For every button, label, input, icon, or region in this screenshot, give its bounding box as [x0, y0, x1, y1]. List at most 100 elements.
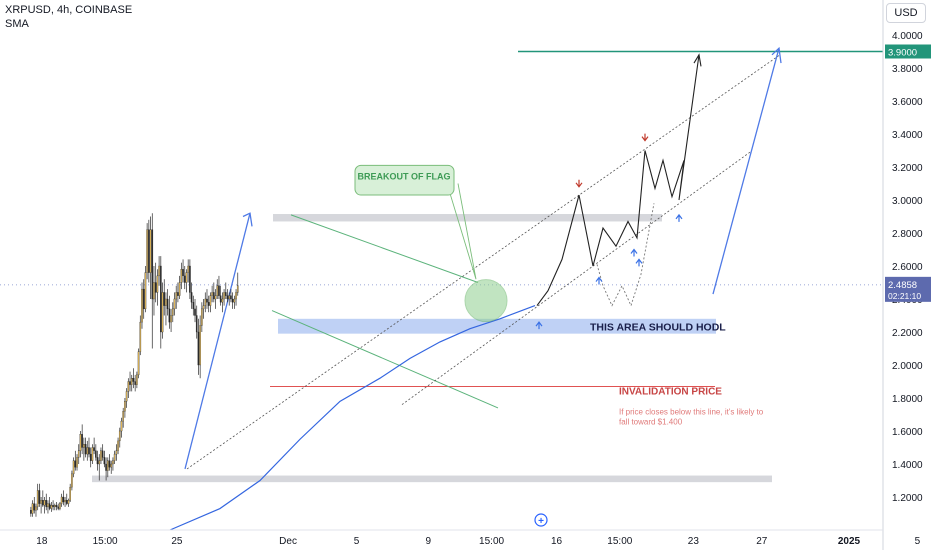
- current-price-tag: [885, 276, 931, 302]
- candle-body: [149, 229, 152, 273]
- blue-arrow-4: [675, 213, 683, 222]
- candle-body: [88, 447, 90, 455]
- candle-body: [91, 447, 94, 461]
- y-axis-background: [883, 0, 932, 550]
- candle-body: [165, 298, 167, 306]
- candle-body: [33, 503, 36, 511]
- add-button-plus[interactable]: +: [538, 516, 544, 527]
- candle-body: [38, 490, 41, 504]
- candle-body: [93, 447, 95, 451]
- candle-body: [96, 457, 99, 465]
- candle-body: [142, 288, 145, 310]
- indicator-label: SMA: [5, 18, 29, 30]
- y-tick-label: 1.4000: [892, 460, 923, 471]
- candle-body: [206, 298, 208, 303]
- y-tick-label: 1.6000: [892, 427, 923, 438]
- target-price-tag: [885, 44, 931, 59]
- candle-body: [214, 295, 217, 300]
- candle-body: [170, 315, 172, 323]
- channel-upper-dotted: [186, 54, 781, 470]
- add-button-circle[interactable]: [534, 513, 548, 527]
- blue-arrow-3: [630, 248, 638, 257]
- candle-body: [195, 315, 198, 333]
- candle-body: [177, 292, 179, 296]
- candle-body: [83, 444, 85, 448]
- candle-body: [151, 229, 154, 300]
- blue-arrow-5: [635, 258, 643, 267]
- x-tick-label: Dec: [279, 536, 297, 547]
- red-arrow-2: [641, 133, 649, 142]
- candle-body: [204, 298, 207, 306]
- x-tick-label: 5: [354, 536, 360, 547]
- candle-body: [57, 506, 60, 509]
- candle-body: [137, 351, 140, 376]
- x-tick-label: 18: [36, 536, 48, 547]
- candle-body: [124, 401, 126, 412]
- candle-body: [127, 381, 130, 392]
- candle-body: [163, 292, 166, 306]
- candle-body: [226, 295, 229, 300]
- candle-body: [84, 444, 87, 455]
- candle-body: [129, 381, 131, 385]
- candle-body: [224, 292, 227, 296]
- candle-body: [178, 282, 181, 296]
- candle-body: [173, 298, 176, 310]
- projection-path: [536, 54, 700, 306]
- countdown-label: 02:21:10: [888, 291, 921, 301]
- candle-body: [230, 295, 232, 300]
- invalidation-note-1: If price closes below this line, it's li…: [619, 408, 764, 417]
- candle-body: [103, 457, 106, 465]
- candle-body: [120, 420, 123, 432]
- candle-body: [161, 292, 164, 333]
- candle-body: [52, 505, 54, 508]
- candle-body: [130, 378, 133, 385]
- candle-body: [175, 292, 178, 300]
- invalidation-title: INVALIDATION PRICE: [619, 387, 722, 398]
- candle-body: [202, 305, 205, 310]
- impulse-arrow-left: [184, 213, 251, 470]
- candle-body: [35, 506, 37, 511]
- impulse-arrowhead-right: [771, 46, 782, 64]
- callout-pointer: [446, 183, 477, 280]
- candle-body: [86, 447, 89, 455]
- candle-body: [122, 411, 124, 422]
- x-tick-label: 16: [551, 536, 563, 547]
- invalidation-note-2: fall toward $1.400: [619, 417, 683, 426]
- candle-body: [194, 308, 196, 316]
- candle-body: [36, 490, 39, 508]
- candle-body: [40, 500, 42, 504]
- candle-body: [185, 272, 188, 283]
- y-tick-label: 1.2000: [892, 493, 923, 504]
- candle-body: [117, 440, 119, 451]
- candle-body: [55, 505, 58, 508]
- candle-body: [231, 298, 234, 303]
- candle-body: [211, 292, 213, 296]
- candle-body: [192, 302, 195, 310]
- candle-body: [62, 496, 65, 503]
- candle-body: [144, 272, 147, 310]
- breakout-label: BREAKOUT OF FLAG: [358, 171, 451, 181]
- candle-body: [236, 285, 239, 293]
- candle-body: [219, 295, 222, 303]
- y-tick-label: 2.2000: [892, 328, 923, 339]
- candle-body: [213, 292, 215, 300]
- candle-body: [118, 430, 121, 442]
- candle-body: [100, 450, 102, 461]
- blue-arrow-2: [595, 276, 603, 285]
- y-tick-label: 2.6000: [892, 262, 923, 273]
- candle-body: [101, 450, 104, 458]
- x-tick-label: 9: [426, 536, 432, 547]
- candle-body: [171, 308, 174, 316]
- candle-body: [45, 500, 48, 508]
- candle-body: [76, 457, 78, 468]
- currency-button[interactable]: USD: [886, 3, 926, 23]
- candle-body: [189, 265, 191, 293]
- candle-body: [112, 460, 114, 465]
- y-tick-label: 2.8000: [892, 229, 923, 240]
- candle-body: [207, 302, 210, 306]
- candle-body: [67, 500, 70, 504]
- candle-body: [154, 282, 157, 293]
- alternate-path: [596, 203, 655, 307]
